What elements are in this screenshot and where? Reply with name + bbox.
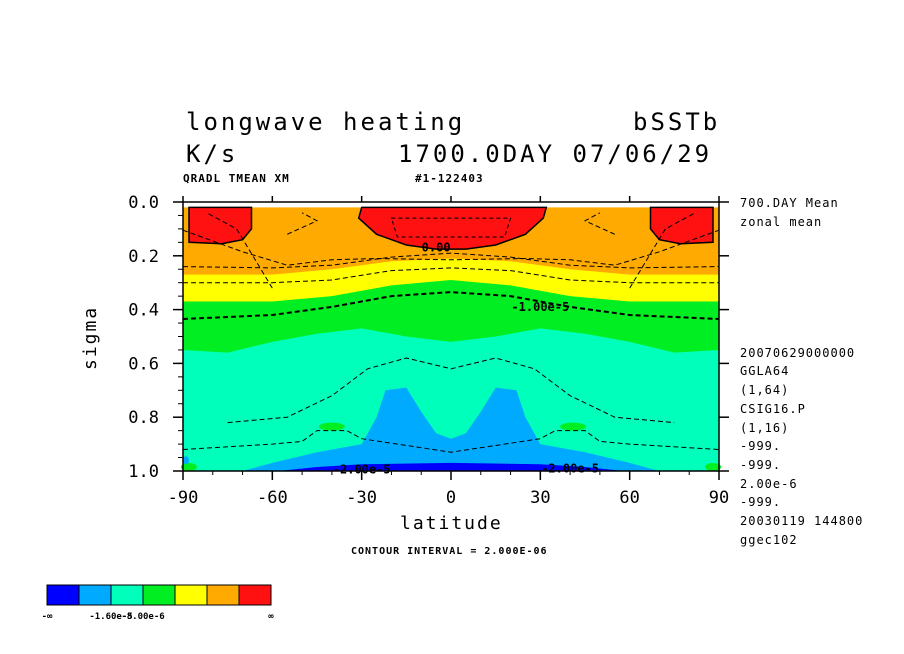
chart-title: longwave heating: [186, 108, 466, 136]
x-tick-label: 90: [709, 488, 729, 508]
patch-green-sw: [180, 462, 197, 471]
experiment-label: bSSTb: [633, 108, 721, 136]
contour-inner-red: [390, 217, 512, 238]
colorbar-label: -1.60e-5: [89, 612, 132, 622]
contour-7: [629, 212, 696, 289]
x-tick-label: -30: [346, 488, 377, 508]
contour-interval-label: CONTOUR INTERVAL = 2.000E-06: [351, 546, 548, 557]
patch-green-left: [318, 422, 345, 431]
patch-lightblue-edge: [182, 456, 189, 465]
contour-label: -1.00e-5: [511, 300, 569, 314]
x-tick-label: 60: [619, 488, 639, 508]
y-tick-label: 0.0: [128, 193, 159, 213]
x-tick-label: 30: [530, 488, 550, 508]
contour-6: [206, 212, 273, 289]
colorbar-swatch: [142, 584, 176, 606]
y-tick-label: 0.4: [128, 301, 159, 321]
side-info-line: (1,64): [740, 383, 790, 397]
contour-label: -2.00e-5: [333, 463, 391, 477]
band-lightblue: [242, 387, 660, 471]
colorbar-swatch: [238, 584, 272, 606]
band-blue: [278, 462, 624, 471]
side-info-line: -999.: [740, 458, 782, 472]
side-info-line: ggec102: [740, 533, 798, 547]
side-info-line: 20030119 144800: [740, 514, 864, 528]
x-tick-label: 0: [446, 488, 456, 508]
side-info-line: 20070629000000: [740, 346, 856, 360]
y-tick-label: 1.0: [128, 462, 159, 482]
contour-5: [182, 430, 720, 453]
colorbar-swatch: [206, 584, 240, 606]
patch-green-right: [560, 422, 587, 431]
contour-label: -2.00e-5: [541, 461, 599, 475]
colorbar-swatch: [46, 584, 80, 606]
run-id-label: #1-122403: [415, 172, 484, 185]
colorbar-label: -∞: [42, 612, 53, 622]
colorbar-swatch: [78, 584, 112, 606]
side-info-line: 2.00e-6: [740, 477, 798, 491]
contour-8: [286, 212, 319, 235]
y-tick-label: 0.2: [128, 247, 159, 267]
side-info-line: GGLA64: [740, 364, 790, 378]
x-tick-label: -90: [168, 488, 199, 508]
mean-label: 700.DAY Mean: [740, 196, 839, 210]
band-cyan: [183, 328, 719, 471]
y-axis-label: sigma: [80, 305, 101, 370]
contour-3: [183, 267, 719, 284]
y-tick-label: 0.8: [128, 408, 159, 428]
units-label: K/s: [186, 140, 239, 168]
colorbar-label: ∞: [268, 612, 274, 622]
contour-label: 0.00: [422, 241, 451, 255]
colorbar-swatch: [110, 584, 144, 606]
x-axis-label: latitude: [400, 513, 503, 534]
contour-4: [227, 357, 675, 424]
colorbar-swatch: [174, 584, 208, 606]
patch-green-se: [705, 462, 722, 471]
contour-9: [583, 212, 616, 235]
y-tick-label: 0.6: [128, 354, 159, 374]
contour-2: [182, 252, 720, 269]
side-info-line: -999.: [740, 495, 782, 509]
side-info-line: CSIG16.P: [740, 402, 806, 416]
time-label: 1700.0DAY 07/06/29: [398, 140, 713, 168]
side-info-line: -999.: [740, 439, 782, 453]
x-tick-label: -60: [257, 488, 288, 508]
variable-label: QRADL TMEAN XM: [183, 172, 290, 185]
mean-type-label: zonal mean: [740, 215, 823, 229]
colorbar-label: -8.00e-6: [121, 612, 164, 622]
contour-1: [182, 229, 720, 266]
side-info-line: (1,16): [740, 421, 790, 435]
